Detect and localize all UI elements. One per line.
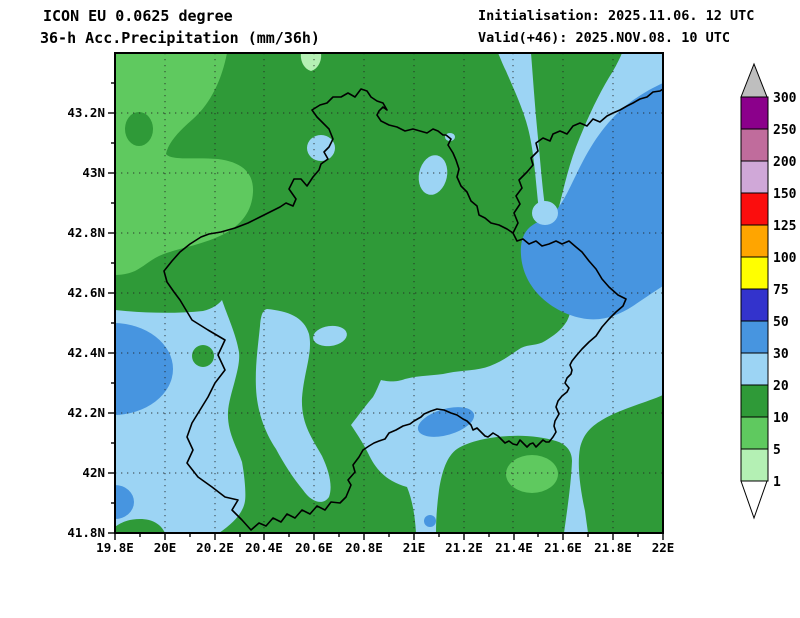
x-tick-label: 21.2E [445,540,483,555]
colorbar-label: 125 [773,219,796,234]
colorbar-segment [740,192,769,226]
x-axis-labels: 19.8E 20E 20.2E 20.4E 20.6E 20.8E 21E 21… [96,540,674,555]
precip-hole-20-30 [532,201,558,225]
precip-notch-1-5 [300,53,322,71]
x-tick-label: 19.8E [96,540,134,555]
colorbar-segment [740,288,769,322]
grid-lines [115,53,663,533]
precip-region-30-50-west-small-blob [115,485,134,519]
colorbar: 300 250 200 150 125 100 75 50 30 20 10 5… [740,62,797,520]
colorbar-segment [740,256,769,290]
colorbar-label: 300 [773,91,797,106]
precip-dot-10-20 [192,345,214,367]
precip-hole-10-20 [125,112,153,146]
x-tick-label: 20.6E [295,540,333,555]
precip-region-30-50-east [520,83,663,320]
y-tick-label: 41.8N [67,525,105,540]
x-tick-label: 20.4E [245,540,283,555]
colorbar-label: 50 [773,315,789,330]
colorbar-label: 100 [773,251,797,266]
x-tick-label: 22E [652,540,675,555]
y-tick-label: 42.4N [67,345,105,360]
colorbar-label: 200 [773,155,797,170]
colorbar-label: 30 [773,347,789,362]
colorbar-label: 5 [773,443,781,458]
colorbar-label: 150 [773,187,797,202]
colorbar-under-arrow [740,480,768,520]
y-tick-label: 43N [82,165,105,180]
y-tick-label: 42.6N [67,285,105,300]
colorbar-segment [740,384,769,418]
colorbar-segment [740,416,769,450]
precip-region-5-10-northwest [115,53,254,275]
colorbar-label: 75 [773,283,789,298]
precip-region-20-30-lobe [255,309,331,502]
colorbar-labels: 300 250 200 150 125 100 75 50 30 20 10 5… [773,91,797,490]
colorbar-segment [740,160,769,194]
x-tick-label: 20E [154,540,177,555]
variable-title: 36-h Acc.Precipitation (mm/36h) [40,29,320,47]
y-tick-label: 42.2N [67,405,105,420]
y-tick-label: 42.8N [67,225,105,240]
colorbar-label: 250 [773,123,797,138]
precip-region-5-10-south-blob [506,455,558,493]
precip-oval-20-30-north [307,135,335,161]
y-tick-label: 42N [82,465,105,480]
colorbar-segment [740,448,769,482]
x-tick-label: 20.8E [345,540,383,555]
colorbar-segment [740,224,769,258]
country-border-northeast-branch [512,88,663,234]
x-tick-label: 21E [403,540,426,555]
colorbar-over-arrow [740,62,768,98]
precip-region-30-50-south-blob [417,407,475,437]
precip-region-10-20-wedge [531,53,622,227]
y-tick-label: 43.2N [67,105,105,120]
precip-region-30-50-west-blob [115,323,173,415]
precip-oval-20-30-northeast [418,155,448,195]
colorbar-label: 1 [773,475,781,490]
valid-time-label: Valid(+46): 2025.NOV.08. 10 UTC [478,30,730,46]
axis-ticks [108,82,664,540]
colorbar-segment [740,128,769,162]
country-border [163,88,627,531]
y-axis-labels: 41.8N 42N 42.2N 42.4N 42.6N 42.8N 43N 43… [67,105,105,540]
initialisation-label: Initialisation: 2025.11.06. 12 UTC [478,8,754,24]
map-canvas [115,53,663,533]
colorbar-label: 20 [773,379,789,394]
colorbar-label: 10 [773,411,789,426]
x-tick-label: 20.2E [196,540,234,555]
colorbar-segment [740,352,769,386]
precip-dot-30-50 [424,515,436,527]
colorbar-segment [740,96,769,130]
precip-dot-20-30-border [445,133,455,141]
precip-oval-20-30-center [313,325,347,347]
x-tick-label: 21.4E [495,540,533,555]
model-title: ICON EU 0.0625 degree [43,7,233,25]
colorbar-segment [740,320,769,354]
x-tick-label: 21.8E [594,540,632,555]
x-tick-label: 21.6E [544,540,582,555]
